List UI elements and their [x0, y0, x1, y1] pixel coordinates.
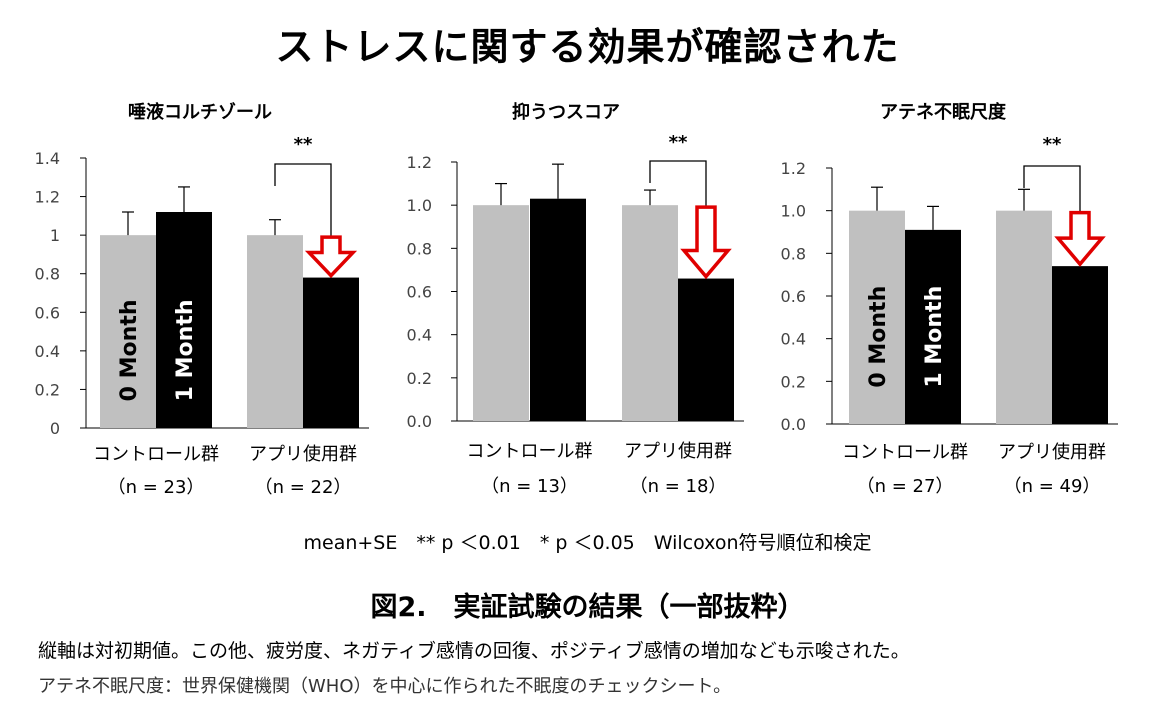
y-tick-label: 0 — [50, 419, 60, 438]
decrease-arrow-icon — [680, 205, 732, 280]
series-label-month1: 1 Month — [173, 299, 198, 401]
y-tick-label: 0.0 — [781, 415, 806, 434]
group-n-app: （n = 18） — [630, 476, 727, 497]
statistics-footnote: mean+SE ** p ＜0.01 * p ＜0.05 Wilcoxon符号順… — [303, 532, 872, 554]
chart-title-1: 唾液コルチゾール — [128, 101, 272, 123]
y-tick-label: 0.8 — [35, 265, 60, 284]
bar-app-month1 — [678, 278, 734, 421]
decrease-arrow-icon — [1054, 210, 1106, 267]
description-line-2: アテネ不眠尺度：世界保健機関（WHO）を中心に作られた不眠度のチェックシート。 — [38, 676, 732, 697]
group-label-app: アプリ使用群 — [624, 441, 732, 462]
significance-bracket — [274, 163, 332, 259]
chart-title-2: 抑うつスコア — [512, 102, 620, 123]
y-tick-label: 1 — [50, 226, 60, 245]
significance-marker: ** — [669, 132, 688, 153]
description-line-1: 縦軸は対初期値。この他、疲労度、ネガティブ感情の回復、ポジティブ感情の増加なども… — [38, 640, 910, 662]
series-label-month1: 1 Month — [922, 286, 947, 388]
y-tick-label: 0.2 — [407, 369, 432, 388]
bar-app-month1 — [303, 277, 359, 428]
y-tick-label: 0.2 — [781, 372, 806, 391]
y-tick-label: 1.0 — [781, 202, 806, 221]
y-tick-label: 0.4 — [407, 326, 432, 345]
group-label-app: アプリ使用群 — [998, 442, 1106, 463]
bar-control-month1 — [530, 198, 586, 421]
decrease-arrow-icon — [304, 235, 358, 279]
series-label-month0: 0 Month — [117, 299, 142, 401]
page-title: ストレスに関する効果が確認された — [275, 25, 900, 69]
bar-app-month0 — [247, 235, 303, 428]
group-n-control: （n = 27） — [857, 476, 954, 497]
group-n-app: （n = 22） — [255, 477, 352, 498]
y-tick-label: 1.4 — [35, 149, 60, 168]
group-label-control: コントロール群 — [467, 441, 593, 462]
group-n-control: （n = 23） — [108, 477, 205, 498]
bar-control-month1 — [156, 212, 212, 428]
y-tick-label: 0.8 — [781, 244, 806, 263]
bar-app-month1 — [1052, 266, 1108, 424]
chart-title-3: アテネ不眠尺度 — [880, 101, 1007, 123]
bar-control-month1 — [905, 229, 961, 424]
significance-bracket — [649, 160, 707, 236]
y-tick-label: 0.6 — [781, 287, 806, 306]
significance-bracket — [1023, 165, 1081, 241]
y-tick-label: 1.2 — [407, 153, 432, 172]
y-tick-label: 0.4 — [781, 330, 806, 349]
y-tick-label: 0.6 — [407, 283, 432, 302]
series-label-month0: 0 Month — [866, 286, 891, 388]
bar-app-month0 — [996, 210, 1052, 424]
figure-caption: 図2. 実証試験の結果（一部抜粋） — [370, 592, 805, 623]
significance-marker: ** — [294, 134, 313, 155]
group-n-control: （n = 13） — [481, 476, 578, 497]
y-tick-label: 0.6 — [35, 303, 60, 322]
y-tick-label: 1.2 — [781, 159, 806, 178]
y-tick-label: 0.2 — [35, 380, 60, 399]
significance-marker: ** — [1043, 134, 1062, 155]
group-label-control: コントロール群 — [93, 444, 219, 465]
bar-control-month0 — [473, 205, 529, 421]
group-label-control: コントロール群 — [842, 442, 968, 463]
group-label-app: アプリ使用群 — [249, 444, 357, 465]
y-tick-label: 0.0 — [407, 412, 432, 431]
y-tick-label: 0.4 — [35, 342, 60, 361]
bar-control-month0 — [100, 235, 156, 428]
bar-control-month0 — [849, 210, 905, 424]
y-tick-label: 1.2 — [35, 188, 60, 207]
bar-app-month0 — [622, 205, 678, 421]
y-tick-label: 1.0 — [407, 196, 432, 215]
y-tick-label: 0.8 — [407, 239, 432, 258]
group-n-app: （n = 49） — [1004, 476, 1101, 497]
